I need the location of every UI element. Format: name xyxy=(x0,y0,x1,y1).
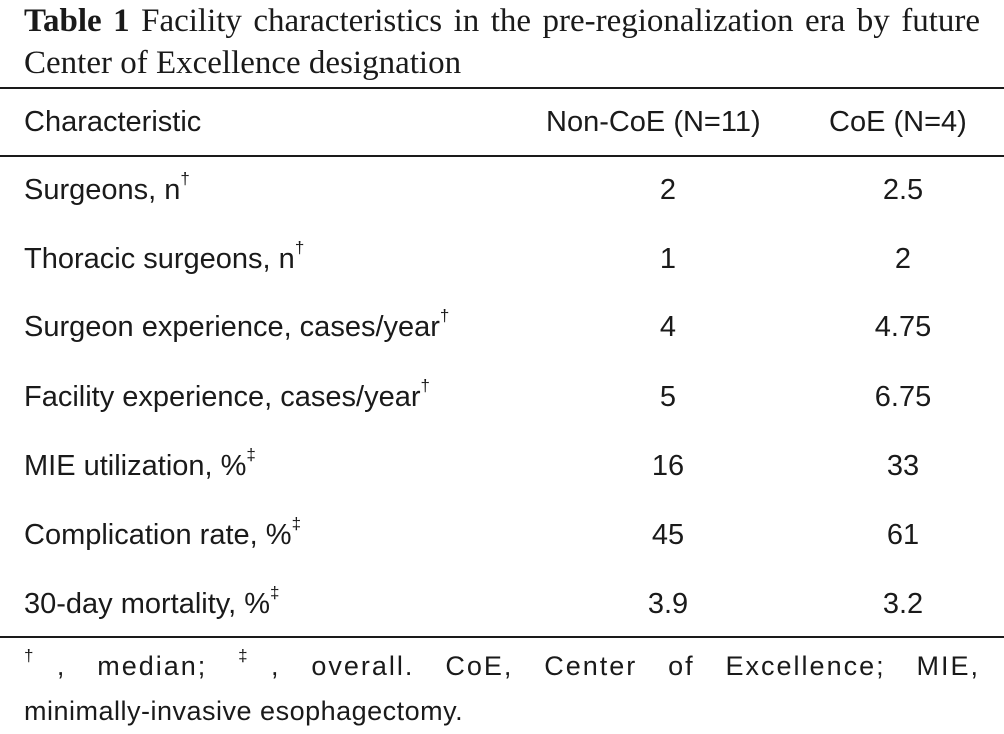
cell-non-coe: 3.9 xyxy=(647,588,689,620)
footnote-mark: † xyxy=(420,376,430,396)
table-label: Table 1 xyxy=(24,3,130,39)
header-rule xyxy=(0,155,1004,157)
row-label-facility-experience: Facility experience, cases/year† xyxy=(24,377,430,414)
footnote-mark: † xyxy=(439,306,450,326)
footnote-mark: ‡ xyxy=(270,583,280,603)
table-footnote: †, median; ‡, overall. CoE, Center of Ex… xyxy=(24,644,980,734)
row-label-surgeons: Surgeons, n† xyxy=(24,170,190,207)
row-label-text: Complication rate, % xyxy=(24,519,292,551)
row-label-mie-utilization: MIE utilization, %‡ xyxy=(24,446,256,483)
table-title: Facility characteristics in the pre-regi… xyxy=(24,3,980,81)
column-header-coe: CoE (N=4) xyxy=(829,106,967,138)
cell-coe: 33 xyxy=(886,450,920,482)
cell-non-coe: 1 xyxy=(659,243,677,275)
footnote-mark-dagger: † xyxy=(24,646,57,665)
footnote-mark-double-dagger: ‡ xyxy=(238,646,272,665)
cell-non-coe: 16 xyxy=(651,450,685,482)
row-label-complication-rate: Complication rate, %‡ xyxy=(24,515,301,552)
footnote-text-overall: , overall. CoE, Center of Excellence; MI… xyxy=(271,651,980,681)
cell-non-coe: 4 xyxy=(659,311,677,343)
cell-coe: 3.2 xyxy=(882,588,924,620)
cell-non-coe: 2 xyxy=(659,174,677,206)
row-label-thoracic-surgeons: Thoracic surgeons, n† xyxy=(24,239,304,276)
cell-non-coe: 5 xyxy=(659,381,677,413)
footnote-line-1: †, median; ‡, overall. CoE, Center of Ex… xyxy=(24,644,980,689)
cell-coe: 61 xyxy=(886,519,920,551)
footnote-text-median: , median; xyxy=(56,651,239,681)
cell-coe: 4.75 xyxy=(874,311,932,343)
row-label-text: Surgeon experience, cases/year xyxy=(24,311,440,343)
row-label-text: Thoracic surgeons, n xyxy=(24,243,295,275)
footnote-line-2: minimally-invasive esophagectomy. xyxy=(24,696,464,726)
footnote-mark: ‡ xyxy=(291,514,302,534)
row-label-text: Surgeons, n xyxy=(24,174,181,206)
footnote-mark: † xyxy=(180,169,190,189)
column-header-characteristic: Characteristic xyxy=(24,106,202,138)
row-label-text: Facility experience, cases/year xyxy=(24,381,421,413)
cell-coe: 6.75 xyxy=(874,381,932,413)
top-rule xyxy=(0,87,1004,89)
footnote-mark: ‡ xyxy=(246,445,256,465)
cell-coe: 2.5 xyxy=(882,174,924,206)
row-label-text: MIE utilization, % xyxy=(24,450,247,482)
cell-coe: 2 xyxy=(894,243,912,275)
cell-non-coe: 45 xyxy=(651,519,685,551)
column-header-non-coe: Non-CoE (N=11) xyxy=(546,106,761,138)
row-label-surgeon-experience: Surgeon experience, cases/year† xyxy=(24,307,449,344)
row-label-30-day-mortality: 30-day mortality, %‡ xyxy=(24,584,280,621)
footnote-mark: † xyxy=(294,238,305,258)
table-caption: Table 1 Facility characteristics in the … xyxy=(24,0,980,84)
row-label-text: 30-day mortality, % xyxy=(24,588,271,620)
bottom-rule xyxy=(0,636,1004,638)
